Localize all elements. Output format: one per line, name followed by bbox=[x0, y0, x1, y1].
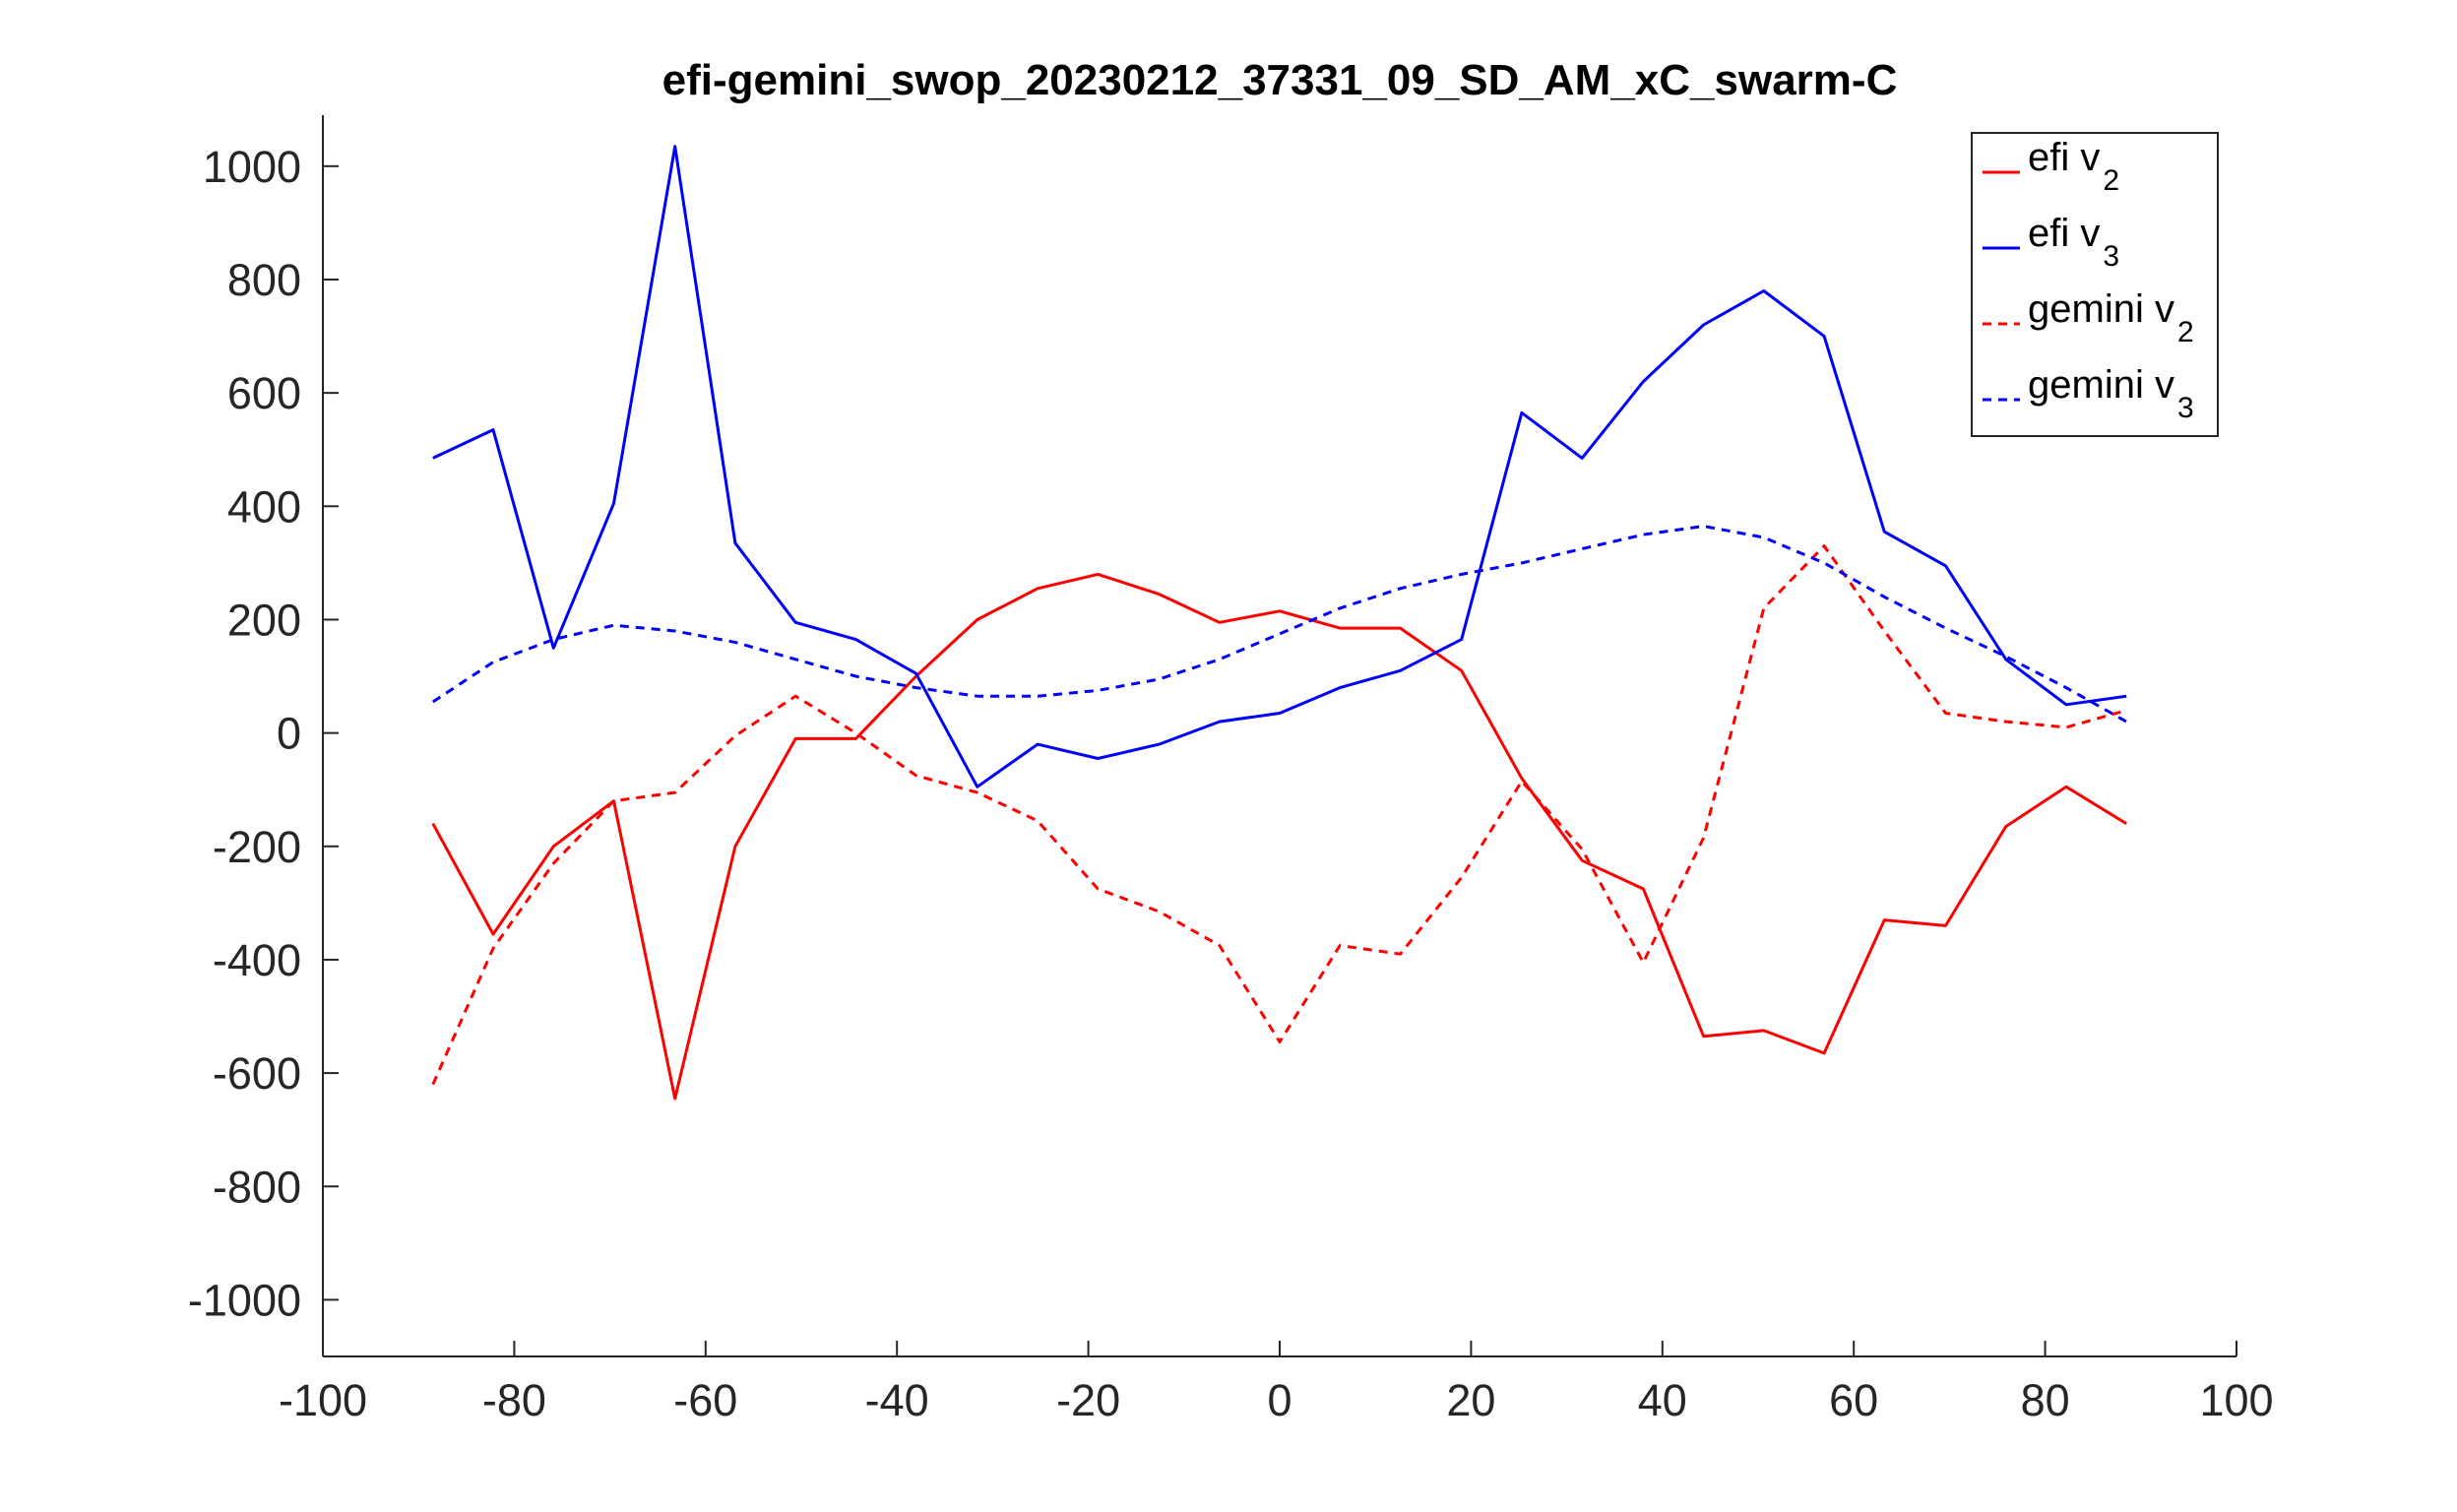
y-tick-label: -1000 bbox=[188, 1275, 301, 1325]
series-line-4 bbox=[431, 525, 2127, 724]
y-tick-label: 1000 bbox=[203, 142, 301, 192]
y-tick-label: 800 bbox=[227, 255, 301, 305]
x-tick-label: -80 bbox=[482, 1375, 546, 1425]
legend-label: gemini v2 bbox=[2028, 287, 2194, 348]
y-tick-label: 0 bbox=[277, 709, 301, 759]
x-tick-label: 60 bbox=[1829, 1375, 1878, 1425]
x-tick-label: 40 bbox=[1638, 1375, 1687, 1425]
legend-label: efi v3 bbox=[2028, 212, 2119, 273]
y-tick-label: 200 bbox=[227, 595, 301, 645]
legend-label-subscript: 2 bbox=[2103, 164, 2119, 197]
legend-box bbox=[1971, 132, 2219, 437]
series-line-2 bbox=[432, 145, 2127, 788]
x-tick-label: 100 bbox=[2199, 1375, 2273, 1425]
ticks: -100 -80 -60 -40 -20 0 20 40 60 80 100-1000-800-60… bbox=[188, 142, 2274, 1425]
x-tick-label: 80 bbox=[2021, 1375, 2070, 1425]
y-tick-label: 600 bbox=[227, 368, 301, 418]
x-tick-label: -20 bbox=[1056, 1375, 1120, 1425]
chart-title: efi-gemini_swop_20230212_37331_09_SD_AM_… bbox=[662, 56, 1898, 104]
series-line-3 bbox=[431, 544, 2127, 1086]
series-line-1 bbox=[431, 572, 2127, 1101]
legend-label-name: gemini v bbox=[2028, 363, 2174, 407]
legend-label: efi v2 bbox=[2028, 136, 2119, 197]
y-tick-label: 400 bbox=[227, 481, 301, 532]
legend-label-name: gemini v bbox=[2028, 287, 2174, 331]
legend-label-name: efi v bbox=[2028, 212, 2100, 255]
y-tick-label: -600 bbox=[213, 1048, 301, 1099]
x-tick-label: -60 bbox=[673, 1375, 737, 1425]
x-tick-label: 0 bbox=[1267, 1375, 1292, 1425]
legend-label-subscript: 3 bbox=[2103, 240, 2119, 273]
y-tick-label: -200 bbox=[213, 822, 301, 872]
legend-label-subscript: 2 bbox=[2177, 316, 2194, 348]
x-tick-label: 20 bbox=[1446, 1375, 1495, 1425]
y-tick-label: -400 bbox=[213, 935, 301, 985]
x-tick-label: -40 bbox=[865, 1375, 929, 1425]
plot-lines bbox=[431, 145, 2127, 1101]
legend-label-subscript: 3 bbox=[2177, 392, 2194, 424]
axes bbox=[322, 115, 2236, 1357]
legend-label: gemini v3 bbox=[2028, 363, 2194, 424]
legend-label-name: efi v bbox=[2028, 136, 2100, 179]
x-tick-label: -100 bbox=[279, 1375, 367, 1425]
y-tick-label: -800 bbox=[213, 1162, 301, 1212]
